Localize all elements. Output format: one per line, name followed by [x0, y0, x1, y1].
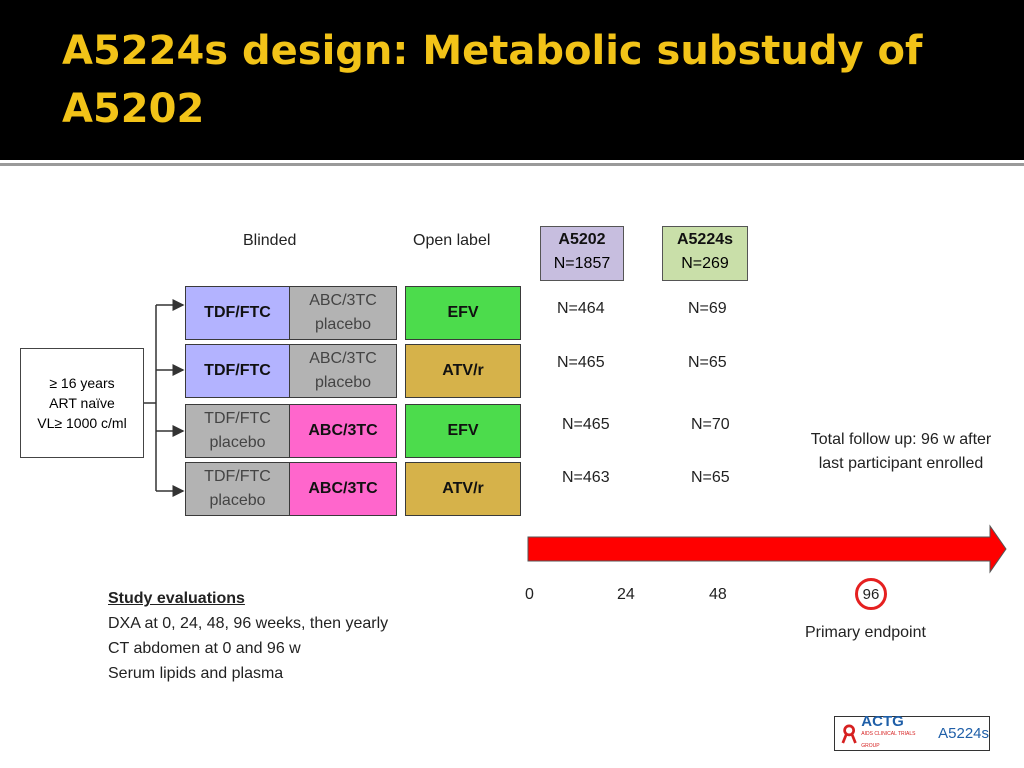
- a5202-name: A5202: [558, 231, 606, 248]
- blinded-header: Blinded: [243, 232, 297, 249]
- eligibility-art: ART naïve: [49, 395, 115, 411]
- arm-2-atv-r: ATV/r: [405, 344, 521, 398]
- arm-1-efv: EFV: [405, 286, 521, 340]
- arm-2-tdf-ftc: TDF/FTC: [185, 344, 290, 398]
- arm-3-tdf-ftc-placebo: TDF/FTC placebo: [185, 404, 290, 458]
- arm-4-n-a5224s: N=65: [691, 469, 730, 486]
- slide-title: A5224s design: Metabolic substudy of A52…: [62, 28, 923, 132]
- tick-0: 0: [525, 586, 534, 603]
- a5202-header-box: A5202 N=1857: [540, 226, 624, 281]
- arm-1-n-a5202: N=464: [557, 300, 605, 317]
- arm-1-abc-3tc-placebo: ABC/3TC placebo: [289, 286, 397, 340]
- a5224s-name: A5224s: [676, 231, 734, 248]
- timeline-arrow: [527, 524, 1007, 574]
- follow-up-note: Total follow up: 96 w after last partici…: [810, 431, 992, 472]
- a5224s-n: N=269: [681, 255, 729, 272]
- arm-3-efv: EFV: [405, 404, 521, 458]
- eligibility-box: ≥ 16 years ART naïve VL≥ 1000 c/ml: [20, 348, 144, 458]
- arm-2-n-a5224s: N=65: [688, 354, 727, 371]
- actg-study-code: A5224s: [938, 725, 989, 742]
- arm-3-n-a5224s: N=70: [691, 416, 730, 433]
- arm-4-tdf-ftc-placebo: TDF/FTC placebo: [185, 462, 290, 516]
- evaluation-ct: CT abdomen at 0 and 96 w: [108, 640, 301, 657]
- actg-brand: ACTG: [861, 712, 904, 730]
- tick-24: 24: [617, 586, 635, 603]
- arm-2-abc-3tc-placebo: ABC/3TC placebo: [289, 344, 397, 398]
- tick-48: 48: [709, 586, 727, 603]
- arm-4-n-a5202: N=463: [562, 469, 610, 486]
- actg-logo: ACTG AIDS CLINICAL TRIALS GROUP A5224s: [834, 712, 990, 752]
- primary-endpoint-marker: 96: [855, 578, 887, 610]
- a5224s-header-box: A5224s N=269: [662, 226, 748, 281]
- a5202-n: N=1857: [553, 255, 611, 272]
- arm-1-tdf-ftc: TDF/FTC: [185, 286, 290, 340]
- eligibility-vl: VL≥ 1000 c/ml: [37, 415, 127, 431]
- arm-4-atv-r: ATV/r: [405, 462, 521, 516]
- primary-endpoint-label: Primary endpoint: [805, 624, 926, 641]
- study-evaluations-heading: Study evaluations: [108, 590, 245, 607]
- tick-96: 96: [862, 585, 880, 603]
- title-bar: [0, 0, 1024, 160]
- evaluation-dxa: DXA at 0, 24, 48, 96 weeks, then yearly: [108, 615, 389, 632]
- actg-wordmark: ACTG AIDS CLINICAL TRIALS GROUP: [861, 712, 928, 752]
- red-ribbon-icon: [841, 724, 857, 744]
- arm-2-n-a5202: N=465: [557, 354, 605, 371]
- study-evaluations: Study evaluations DXA at 0, 24, 48, 96 w…: [108, 586, 388, 686]
- eligibility-age: ≥ 16 years: [49, 375, 115, 391]
- title-divider: [0, 163, 1024, 166]
- arm-1-n-a5224s: N=69: [688, 300, 727, 317]
- arm-3-n-a5202: N=465: [562, 416, 610, 433]
- open-label-header: Open label: [413, 232, 491, 249]
- evaluation-serum: Serum lipids and plasma: [108, 665, 284, 682]
- arm-4-abc-3tc: ABC/3TC: [289, 462, 397, 516]
- arm-3-abc-3tc: ABC/3TC: [289, 404, 397, 458]
- actg-subtitle: AIDS CLINICAL TRIALS GROUP: [861, 730, 916, 749]
